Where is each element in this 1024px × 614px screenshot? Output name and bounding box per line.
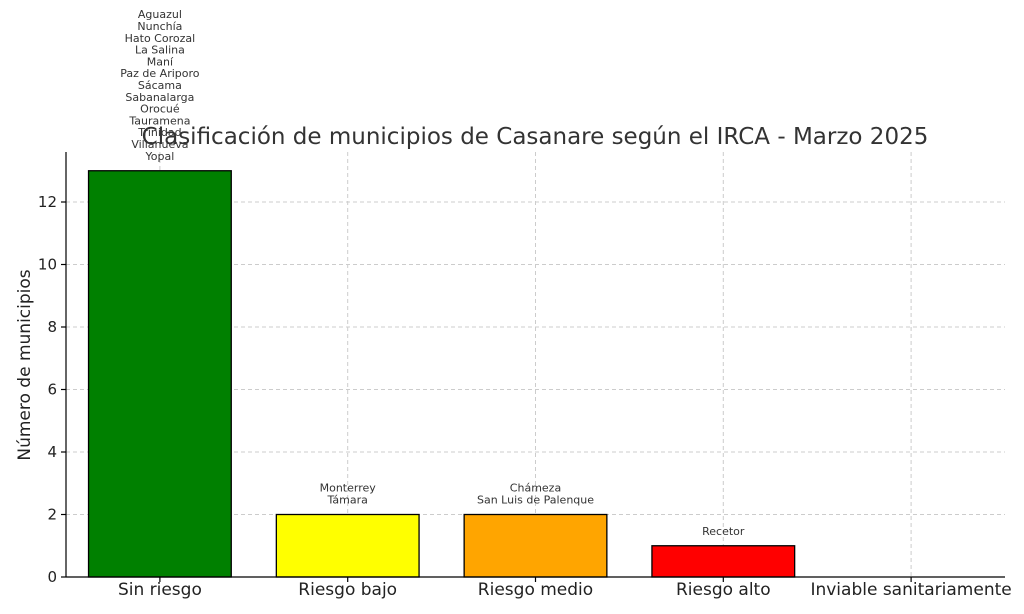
municipality-label: La Salina <box>135 44 185 57</box>
municipality-label: Recetor <box>702 525 745 538</box>
y-tick-label: 2 <box>47 506 57 524</box>
y-tick-label: 4 <box>47 443 57 461</box>
municipality-label: Nunchía <box>137 20 182 33</box>
municipality-label: Maní <box>147 55 174 68</box>
municipality-label: Trinidad <box>137 126 181 139</box>
x-tick-label: Riesgo alto <box>676 580 771 600</box>
y-tick-label: 8 <box>47 318 57 336</box>
bar-riesgo-alto <box>651 545 796 578</box>
bar-riesgo-bajo <box>275 513 420 578</box>
municipality-label: Villanueva <box>131 138 188 151</box>
axis-layer: 0 2 4 6 8 10 12 Sin riesgo Riesgo bajo Riesgo med… <box>38 152 1012 600</box>
chart-title: Clasificación de municipios de Casanare … <box>142 124 929 150</box>
x-tick-label: Riesgo bajo <box>298 580 397 600</box>
municipality-label: Tauramena <box>128 114 190 127</box>
municipality-label: Yopal <box>145 150 175 163</box>
x-tick-label: Inviable sanitariamente <box>810 580 1011 600</box>
y-tick-label: 10 <box>38 256 57 274</box>
y-axis-label: Número de municipios <box>15 269 35 460</box>
municipality-label: Monterrey <box>320 482 377 495</box>
bar-layer <box>87 170 796 578</box>
municipality-label: Sácama <box>138 79 182 92</box>
bar-riesgo-medio <box>463 513 608 578</box>
municipality-label: Orocué <box>140 103 180 116</box>
y-tick-label: 0 <box>47 568 57 586</box>
bar-sin-riesgo <box>87 170 232 578</box>
municipality-label: Aguazul <box>138 8 182 21</box>
municipality-label: Hato Corozal <box>125 32 196 45</box>
municipality-label: Támara <box>327 494 368 507</box>
x-tick-label: Riesgo medio <box>478 580 593 600</box>
municipality-label: San Luis de Palenque <box>477 494 594 507</box>
x-tick-label: Sin riesgo <box>118 580 202 600</box>
y-tick-label: 6 <box>47 381 57 399</box>
municipality-label: Paz de Ariporo <box>120 67 199 80</box>
municipality-label: Chámeza <box>510 482 561 495</box>
municipality-label: Sabanalarga <box>125 91 194 104</box>
y-tick-label: 12 <box>38 193 57 211</box>
